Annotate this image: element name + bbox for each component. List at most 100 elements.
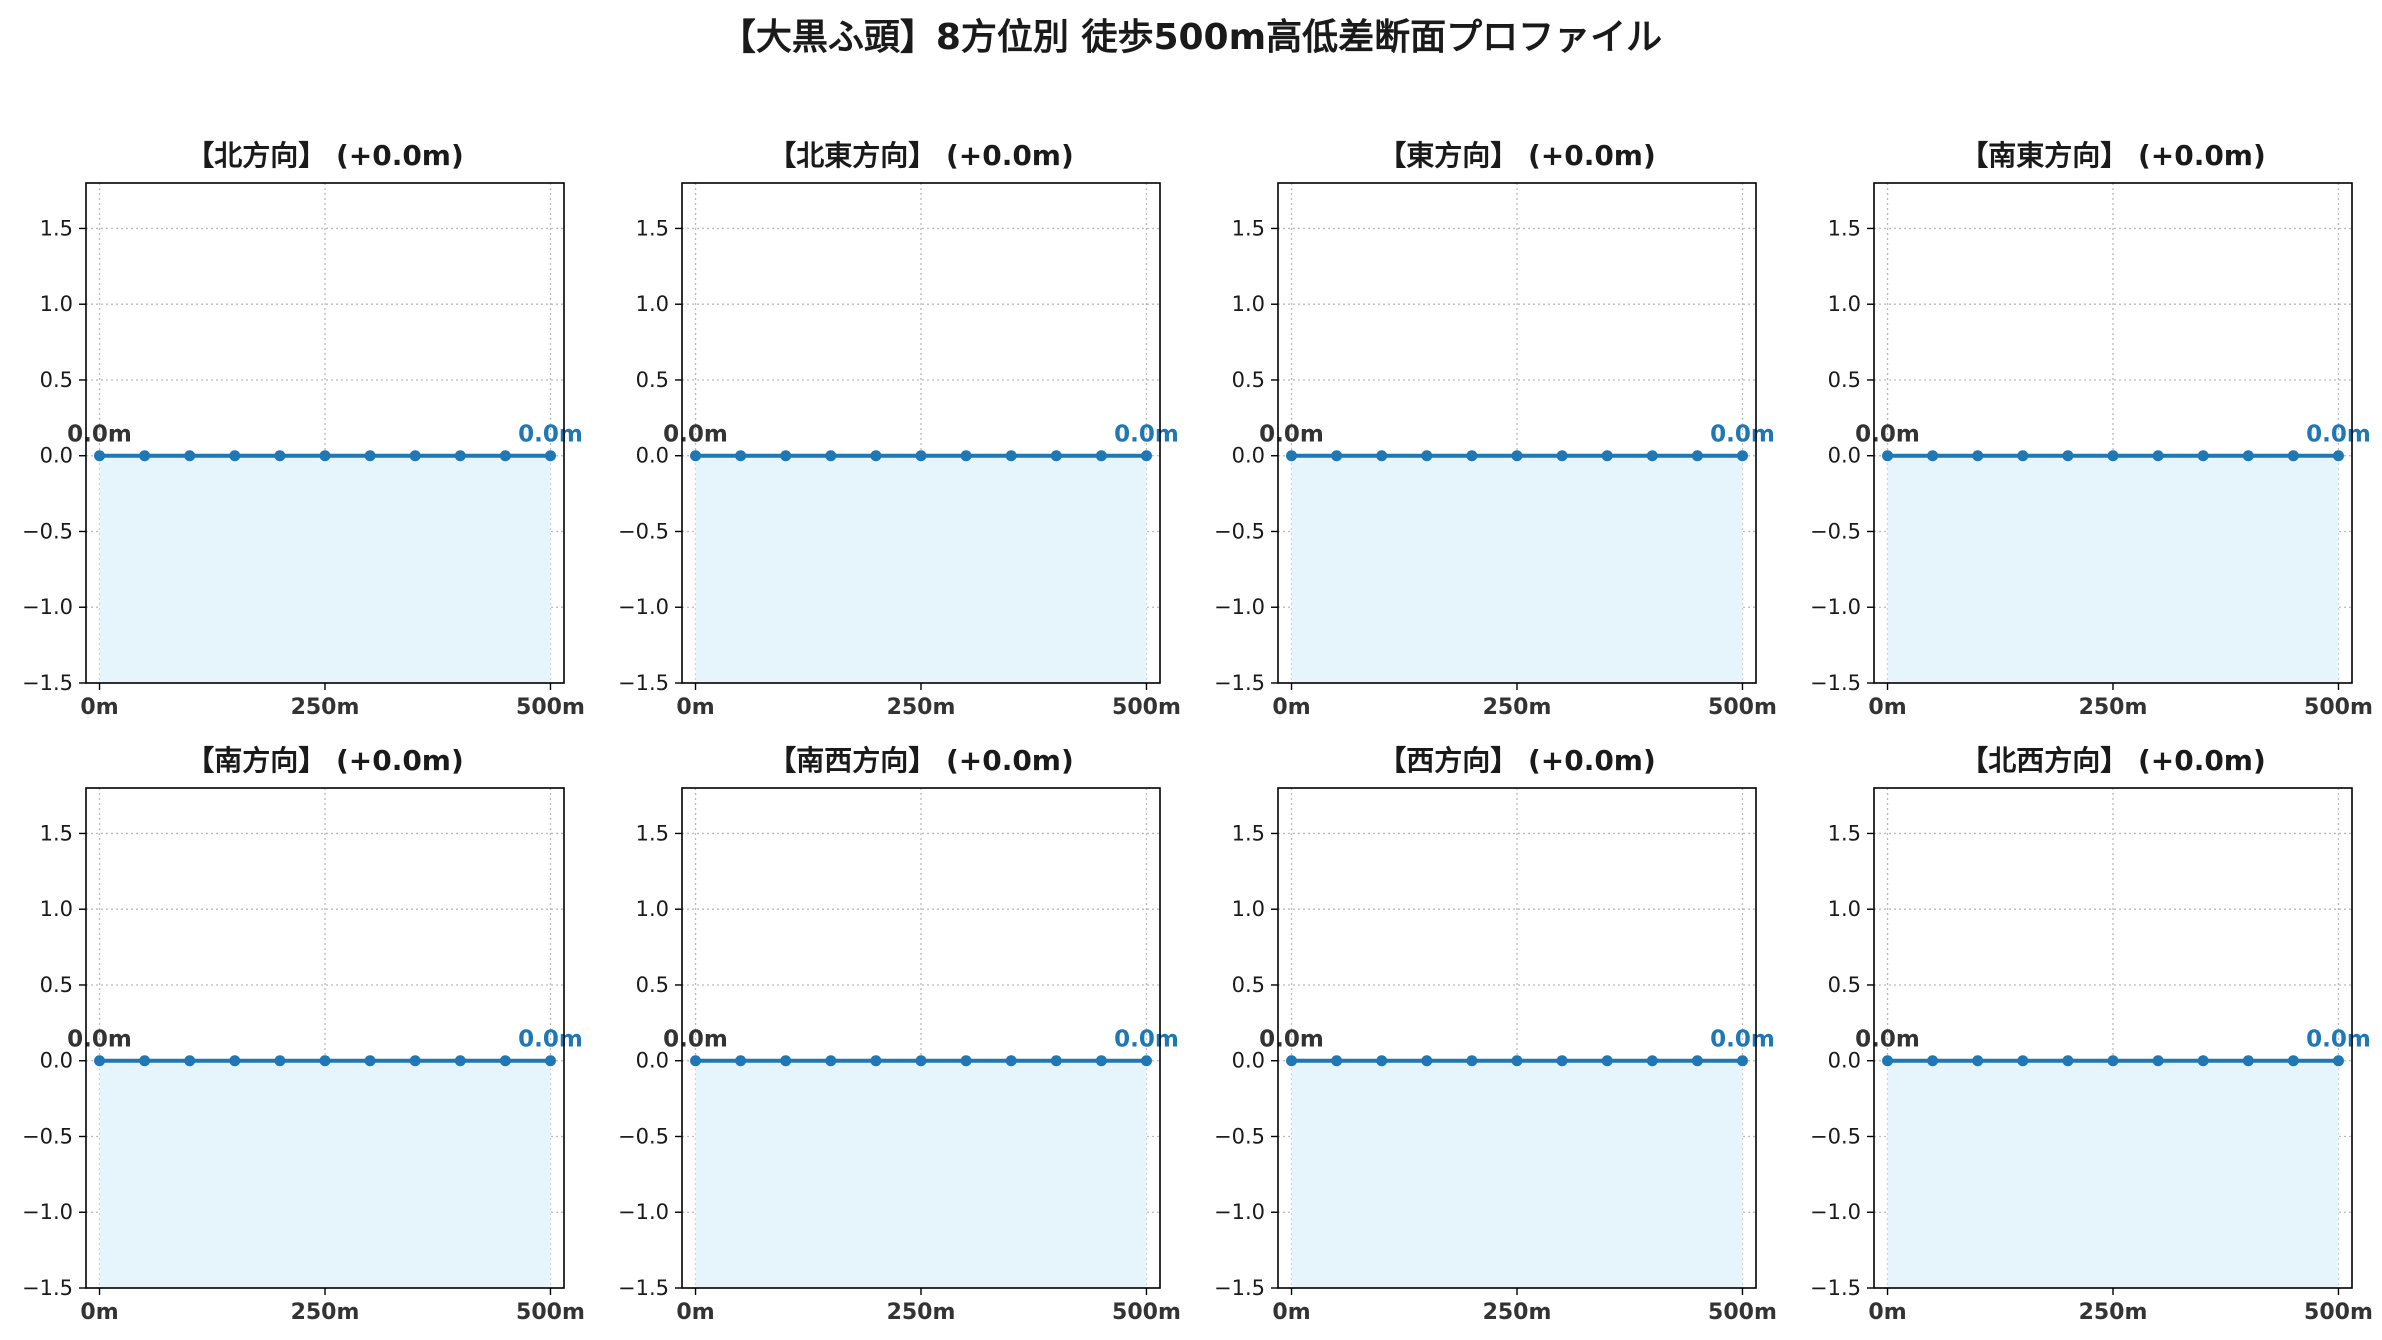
y-tick-label: 1.0 — [1828, 897, 1861, 921]
data-point — [274, 450, 286, 462]
x-tick-label: 500m — [1708, 1300, 1777, 1325]
end-elevation-label: 0.0m — [518, 422, 583, 448]
x-tick-label: 500m — [516, 1300, 585, 1325]
data-point — [184, 1055, 196, 1067]
data-point — [1286, 450, 1298, 462]
data-point — [1050, 450, 1062, 462]
data-point — [1466, 1055, 1478, 1067]
x-tick-label: 250m — [887, 695, 956, 720]
y-tick-label: 0.0 — [1828, 444, 1861, 468]
data-point — [1005, 450, 1017, 462]
data-point — [229, 1055, 241, 1067]
data-point — [2242, 450, 2254, 462]
y-tick-label: −1.0 — [618, 1200, 669, 1224]
y-tick-label: 0.5 — [636, 973, 669, 997]
data-point — [2152, 450, 2164, 462]
data-point — [1736, 1055, 1748, 1067]
data-point — [1421, 1055, 1433, 1067]
y-tick-label: 0.0 — [1232, 444, 1265, 468]
data-point — [2062, 1055, 2074, 1067]
data-point — [690, 1055, 702, 1067]
x-tick-label: 0m — [1272, 1300, 1310, 1325]
x-tick-label: 250m — [1483, 1300, 1552, 1325]
subplot-title: 【南東方向】 (+0.0m) — [1960, 139, 2266, 172]
subplot-1: 【北方向】 (+0.0m) 0.0m 0.0m −1.5 −1.0 −0.5 0.0 0.5 1… — [22, 139, 585, 720]
y-tick-label: −1.0 — [1810, 1200, 1861, 1224]
y-tick-label: −0.5 — [22, 519, 73, 543]
end-elevation-label: 0.0m — [518, 1027, 583, 1053]
data-point — [1691, 1055, 1703, 1067]
data-point — [1286, 1055, 1298, 1067]
data-point — [1646, 1055, 1658, 1067]
x-tick-label: 250m — [1483, 695, 1552, 720]
y-tick-label: 0.0 — [636, 1049, 669, 1073]
y-tick-label: 1.5 — [636, 821, 669, 845]
y-tick-label: −1.0 — [618, 595, 669, 619]
y-tick-label: −0.5 — [1214, 519, 1265, 543]
area-fill — [99, 1060, 551, 1288]
data-point — [1972, 450, 1984, 462]
data-point — [825, 1055, 837, 1067]
data-point — [1140, 1055, 1152, 1067]
x-tick-label: 250m — [2079, 1300, 2148, 1325]
x-tick-label: 0m — [80, 1300, 118, 1325]
start-elevation-label: 0.0m — [1259, 1027, 1324, 1053]
y-tick-label: −1.0 — [1810, 595, 1861, 619]
data-point — [274, 1055, 286, 1067]
data-point — [2287, 450, 2299, 462]
area-fill — [695, 455, 1147, 683]
data-point — [1556, 450, 1568, 462]
y-tick-label: −1.0 — [22, 595, 73, 619]
x-tick-label: 250m — [2079, 695, 2148, 720]
data-point — [2017, 450, 2029, 462]
start-elevation-label: 0.0m — [1855, 1027, 1920, 1053]
y-tick-label: −1.5 — [1810, 671, 1861, 695]
data-point — [499, 450, 511, 462]
y-tick-label: −1.5 — [1810, 1276, 1861, 1300]
subplot-3: 【東方向】 (+0.0m) 0.0m 0.0m −1.5 −1.0 −0.5 0.0 0.5 1… — [1214, 139, 1777, 720]
start-elevation-label: 0.0m — [663, 1027, 728, 1053]
data-point — [1421, 450, 1433, 462]
data-point — [1331, 1055, 1343, 1067]
data-point — [1511, 1055, 1523, 1067]
x-tick-label: 0m — [1868, 695, 1906, 720]
y-tick-label: 1.5 — [1828, 821, 1861, 845]
y-tick-label: 0.5 — [1828, 973, 1861, 997]
y-tick-label: 0.0 — [40, 444, 73, 468]
data-point — [1331, 450, 1343, 462]
y-tick-label: −0.5 — [618, 1124, 669, 1148]
data-point — [1556, 1055, 1568, 1067]
y-tick-label: 0.5 — [1232, 368, 1265, 392]
y-tick-label: −1.0 — [1214, 595, 1265, 619]
y-tick-label: 1.5 — [1232, 821, 1265, 845]
data-point — [319, 1055, 331, 1067]
data-point — [364, 450, 376, 462]
y-tick-label: 1.5 — [1232, 216, 1265, 240]
data-point — [915, 1055, 927, 1067]
data-point — [2332, 450, 2344, 462]
data-point — [139, 1055, 151, 1067]
data-point — [409, 1055, 421, 1067]
data-point — [2152, 1055, 2164, 1067]
data-point — [2062, 450, 2074, 462]
subplot-4: 【南東方向】 (+0.0m) 0.0m 0.0m −1.5 −1.0 −0.5 0.0 0.5… — [1810, 139, 2373, 720]
data-point — [1601, 1055, 1613, 1067]
data-point — [960, 450, 972, 462]
y-tick-label: 1.5 — [636, 216, 669, 240]
y-tick-label: −0.5 — [1214, 1124, 1265, 1148]
subplot-title: 【西方向】 (+0.0m) — [1378, 744, 1656, 777]
subplot-5: 【南方向】 (+0.0m) 0.0m 0.0m −1.5 −1.0 −0.5 0.0 0.5 1… — [22, 744, 585, 1325]
data-point — [1376, 450, 1388, 462]
x-tick-label: 500m — [1112, 695, 1181, 720]
data-point — [2242, 1055, 2254, 1067]
data-point — [1646, 450, 1658, 462]
x-tick-label: 500m — [2304, 1300, 2373, 1325]
x-tick-label: 0m — [1272, 695, 1310, 720]
x-tick-label: 500m — [1112, 1300, 1181, 1325]
subplot-8: 【北西方向】 (+0.0m) 0.0m 0.0m −1.5 −1.0 −0.5 0.0 0.5… — [1810, 744, 2373, 1325]
subplot-2: 【北東方向】 (+0.0m) 0.0m 0.0m −1.5 −1.0 −0.5 0.0 0.5… — [618, 139, 1181, 720]
area-fill — [1887, 455, 2339, 683]
start-elevation-label: 0.0m — [67, 1027, 132, 1053]
y-tick-label: 1.0 — [636, 292, 669, 316]
end-elevation-label: 0.0m — [2306, 1027, 2371, 1053]
